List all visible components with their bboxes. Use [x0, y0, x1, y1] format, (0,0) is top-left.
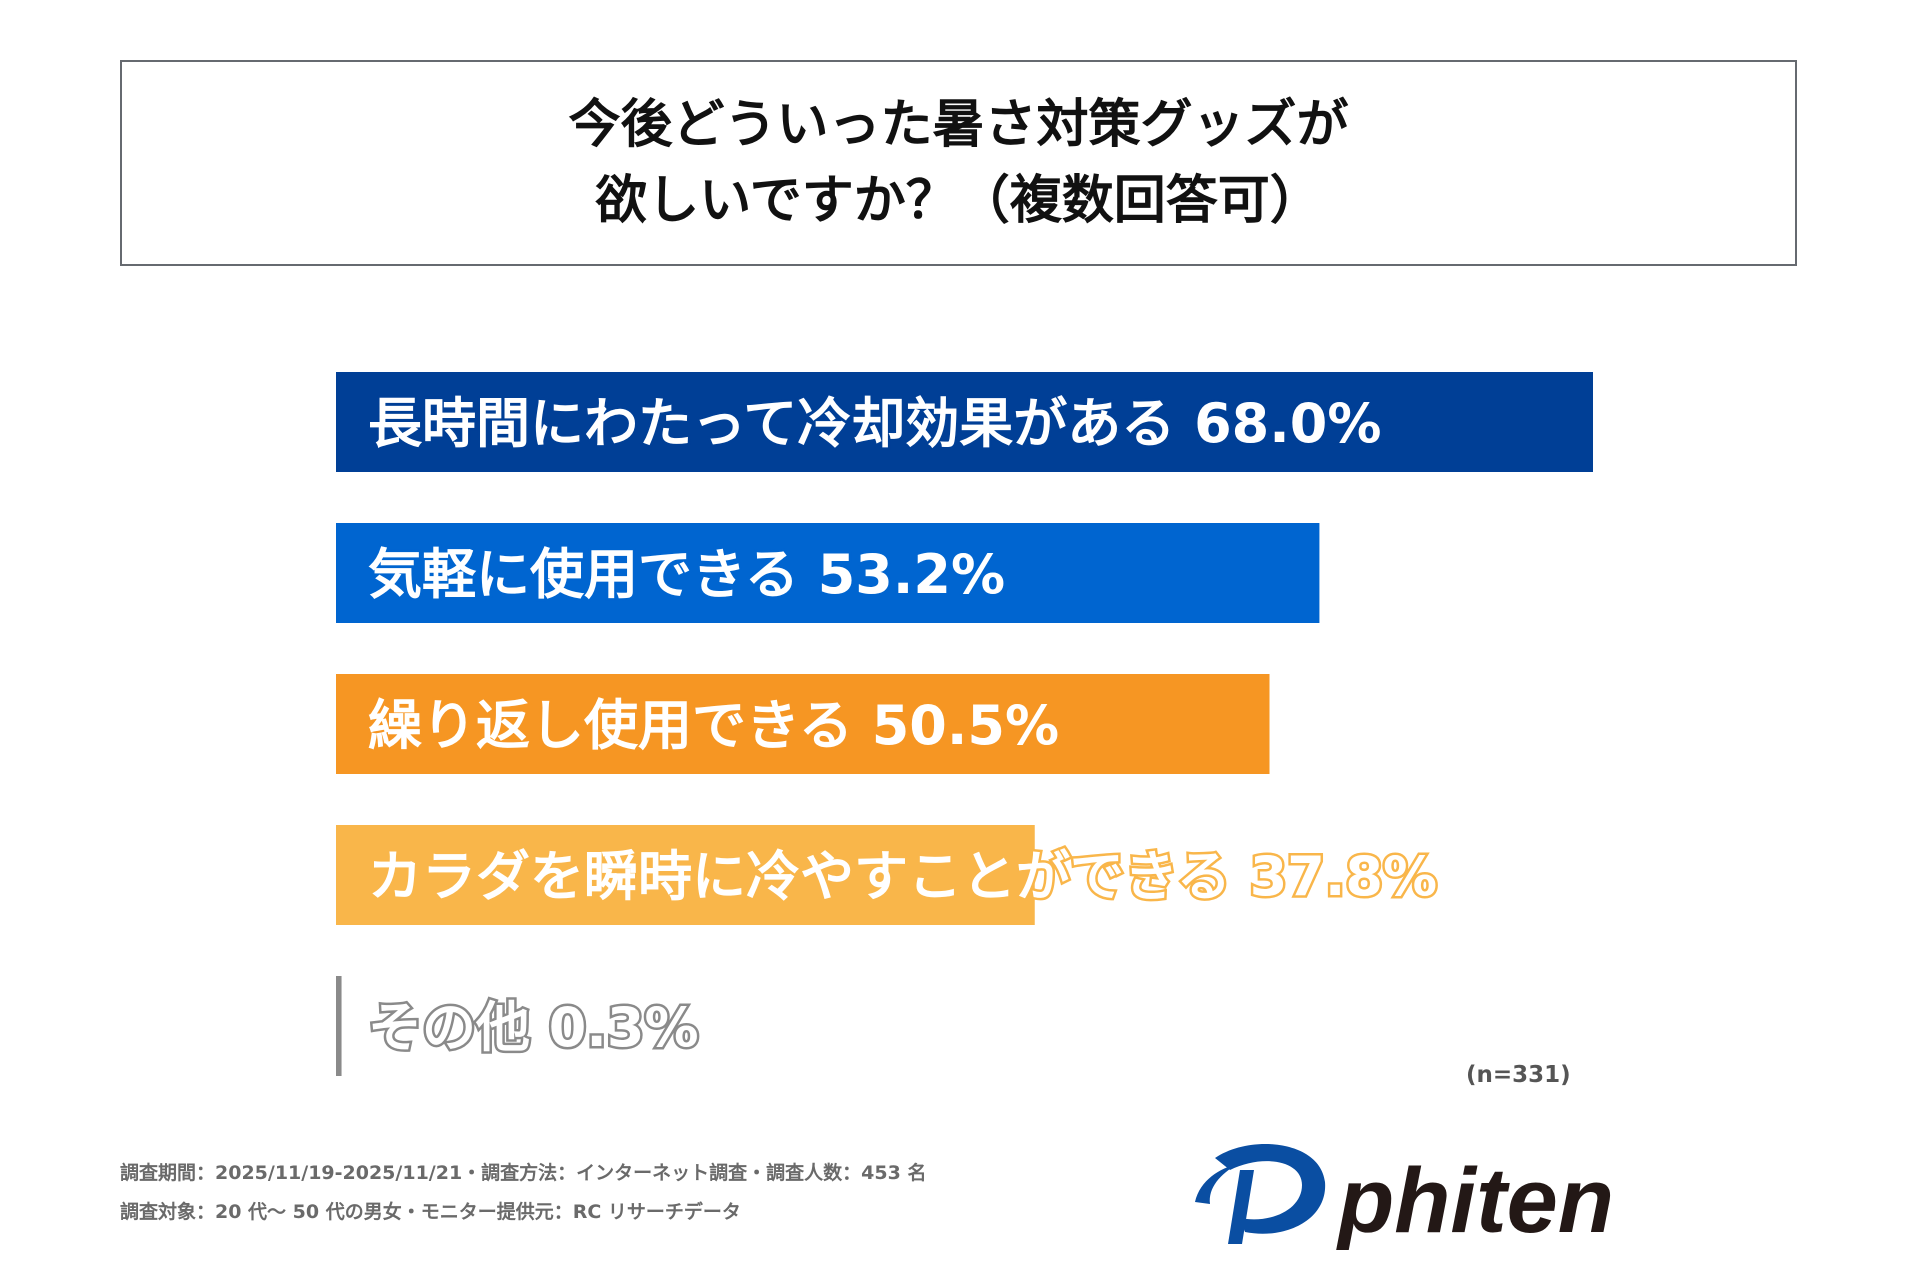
survey-note-line-2: 調査対象：20 代～ 50 代の男女・モニター提供元：RC リサーチデータ — [120, 1201, 741, 1223]
title-box: 今後どういった暑さ対策グッズが 欲しいですか？（複数回答可） — [120, 60, 1797, 266]
bar-label-1: 長時間にわたって冷却効果がある 68.0% — [368, 392, 1381, 455]
phiten-wordmark: phiten — [1335, 1150, 1614, 1250]
survey-note-line-1: 調査期間：2025/11/19-2025/11/21・調査方法：インターネット調… — [120, 1162, 927, 1184]
bar-3 — [336, 674, 1270, 774]
bar-4 — [336, 825, 1035, 925]
bar-label-5: その他 0.3% — [368, 996, 699, 1059]
chart-title-line-1: 今後どういった暑さ対策グッズが — [568, 95, 1349, 155]
bar-label-2: 気軽に使用できる 53.2% — [368, 543, 1005, 606]
bar-1 — [336, 372, 1593, 472]
chart-title-line-2: 欲しいですか？（複数回答可） — [595, 171, 1322, 231]
bar-2 — [336, 523, 1320, 623]
phiten-mark-icon — [1195, 1143, 1326, 1244]
bar-label-4: カラダを瞬時に冷やすことができる 37.8% — [368, 845, 1437, 908]
bar-label-3: 繰り返し使用できる 50.5% — [368, 694, 1059, 757]
bar-5 — [336, 976, 342, 1076]
sample-size: (n=331) — [1466, 1062, 1571, 1088]
phiten-logo: phiten — [1195, 1143, 1614, 1250]
